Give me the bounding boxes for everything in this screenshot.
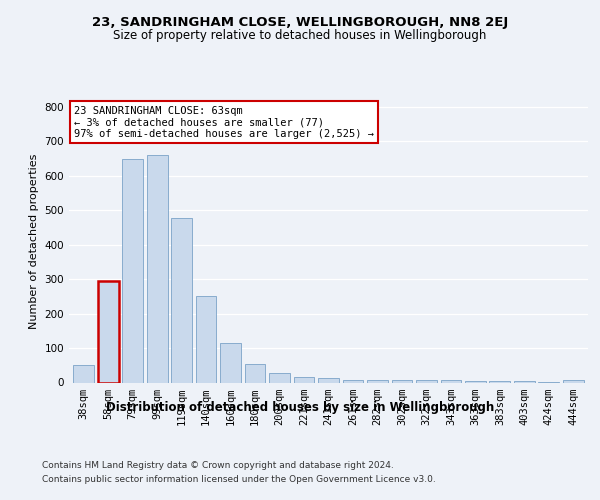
Text: 23 SANDRINGHAM CLOSE: 63sqm
← 3% of detached houses are smaller (77)
97% of semi: 23 SANDRINGHAM CLOSE: 63sqm ← 3% of deta… [74,106,374,139]
Bar [269,373,290,382]
Text: Size of property relative to detached houses in Wellingborough: Size of property relative to detached ho… [113,30,487,43]
Text: Distribution of detached houses by size in Wellingborough: Distribution of detached houses by size … [106,401,494,414]
Bar [343,380,364,382]
Bar [147,155,167,382]
Bar [392,380,412,382]
Text: 23, SANDRINGHAM CLOSE, WELLINGBOROUGH, NN8 2EJ: 23, SANDRINGHAM CLOSE, WELLINGBOROUGH, N… [92,16,508,29]
Bar [367,380,388,382]
Bar [122,158,143,382]
Bar [73,366,94,382]
Bar [563,380,584,382]
Bar [465,381,486,382]
Y-axis label: Number of detached properties: Number of detached properties [29,154,39,329]
Bar [245,364,265,382]
Bar [440,380,461,382]
Bar [98,281,119,382]
Bar [220,343,241,382]
Text: Contains HM Land Registry data © Crown copyright and database right 2024.: Contains HM Land Registry data © Crown c… [42,462,394,470]
Text: Contains public sector information licensed under the Open Government Licence v3: Contains public sector information licen… [42,474,436,484]
Bar [416,380,437,382]
Bar [196,296,217,382]
Bar [514,381,535,382]
Bar [490,381,510,382]
Bar [171,218,192,382]
Bar [293,378,314,382]
Bar [318,378,339,382]
